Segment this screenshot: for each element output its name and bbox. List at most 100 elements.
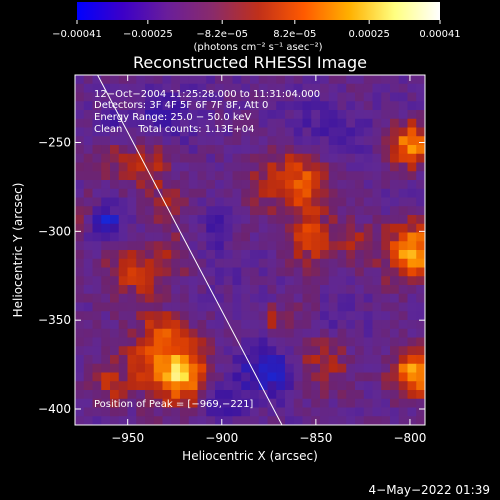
heatmap-cell — [241, 346, 251, 356]
heatmap-cell — [92, 267, 102, 277]
heatmap-cell — [363, 188, 373, 198]
heatmap-cell — [197, 337, 207, 347]
heatmap-cell — [127, 232, 137, 242]
heatmap-cell — [83, 416, 93, 425]
heatmap-cell — [232, 162, 242, 172]
heatmap-cell — [118, 83, 128, 93]
heatmap-cell — [398, 118, 408, 128]
heatmap-cell — [197, 381, 207, 391]
heatmap-cell — [136, 390, 146, 400]
heatmap-cell — [355, 232, 365, 242]
heatmap-cell — [320, 267, 330, 277]
heatmap-cell — [320, 136, 330, 146]
heatmap-cell — [311, 215, 321, 225]
heatmap-cell — [302, 197, 312, 207]
heatmap-cell — [302, 206, 312, 216]
heatmap-cell — [101, 390, 111, 400]
heatmap-cell — [320, 311, 330, 321]
heatmap-cell — [171, 276, 181, 286]
heatmap-cell — [110, 145, 120, 155]
heatmap-cell — [328, 407, 338, 417]
heatmap-cell — [118, 267, 128, 277]
heatmap-cell — [267, 276, 277, 286]
heatmap-cell — [250, 346, 260, 356]
heatmap-cell — [127, 110, 137, 120]
y-tick-label: −300 — [38, 224, 71, 238]
heatmap-cell — [276, 407, 286, 417]
heatmap-cell — [188, 136, 198, 146]
heatmap-cell — [311, 381, 321, 391]
heatmap-cell — [302, 320, 312, 330]
heatmap-cell — [118, 171, 128, 181]
heatmap-cell — [171, 250, 181, 260]
heatmap-cell — [381, 276, 391, 286]
heatmap-cell — [328, 363, 338, 373]
heatmap-cell — [355, 363, 365, 373]
heatmap-cell — [180, 206, 190, 216]
heatmap-cell — [180, 398, 190, 408]
heatmap-cell — [110, 398, 120, 408]
heatmap-cell — [328, 145, 338, 155]
heatmap-cell — [276, 381, 286, 391]
heatmap-cell — [188, 346, 198, 356]
heatmap-cell — [390, 337, 400, 347]
heatmap-cell — [171, 346, 181, 356]
heatmap-cell — [92, 372, 102, 382]
heatmap-cell — [337, 293, 347, 303]
heatmap-cell — [398, 355, 408, 365]
heatmap-cell — [162, 197, 172, 207]
heatmap-cell — [206, 267, 216, 277]
heatmap-cell — [83, 372, 93, 382]
heatmap-cell — [110, 390, 120, 400]
heatmap-cell — [206, 328, 216, 338]
heatmap-cell — [83, 92, 93, 102]
heatmap-cell — [285, 416, 295, 425]
heatmap-cell — [197, 127, 207, 137]
heatmap-cell — [101, 197, 111, 207]
heatmap-cell — [390, 223, 400, 233]
heatmap-cell — [302, 118, 312, 128]
heatmap-cell — [180, 320, 190, 330]
heatmap-cell — [320, 101, 330, 111]
heatmap-cell — [75, 328, 85, 338]
heatmap-cell — [206, 145, 216, 155]
heatmap-cell — [180, 145, 190, 155]
heatmap-cell — [407, 153, 417, 163]
heatmap-cell — [416, 320, 425, 330]
heatmap-cell — [320, 232, 330, 242]
heatmap-cell — [381, 381, 391, 391]
heatmap-cell — [118, 180, 128, 190]
heatmap-cell — [276, 171, 286, 181]
heatmap-cell — [337, 328, 347, 338]
heatmap-cell — [267, 398, 277, 408]
heatmap-cell — [320, 293, 330, 303]
heatmap-cell — [416, 101, 425, 111]
heatmap-cell — [390, 127, 400, 137]
heatmap-cell — [83, 328, 93, 338]
heatmap-cell — [136, 136, 146, 146]
heatmap-cell — [372, 162, 382, 172]
heatmap-cell — [407, 250, 417, 260]
heatmap-cell — [223, 258, 233, 268]
heatmap-cell — [328, 302, 338, 312]
heatmap-cell — [223, 267, 233, 277]
heatmap-cell — [197, 75, 207, 85]
heatmap-cell — [372, 75, 382, 85]
heatmap-cell — [328, 153, 338, 163]
heatmap-cell — [110, 258, 120, 268]
heatmap-cell — [197, 110, 207, 120]
heatmap-cell — [206, 293, 216, 303]
heatmap-cell — [180, 101, 190, 111]
heatmap-cell — [276, 328, 286, 338]
heatmap-cell — [302, 372, 312, 382]
heatmap-cell — [215, 83, 225, 93]
heatmap-cell — [328, 293, 338, 303]
heatmap-cell — [293, 188, 303, 198]
heatmap-cell — [372, 118, 382, 128]
heatmap-cell — [285, 337, 295, 347]
heatmap-cell — [285, 311, 295, 321]
heatmap-cell — [267, 171, 277, 181]
heatmap-cell — [320, 153, 330, 163]
heatmap-cell — [127, 101, 137, 111]
heatmap-cell — [250, 223, 260, 233]
